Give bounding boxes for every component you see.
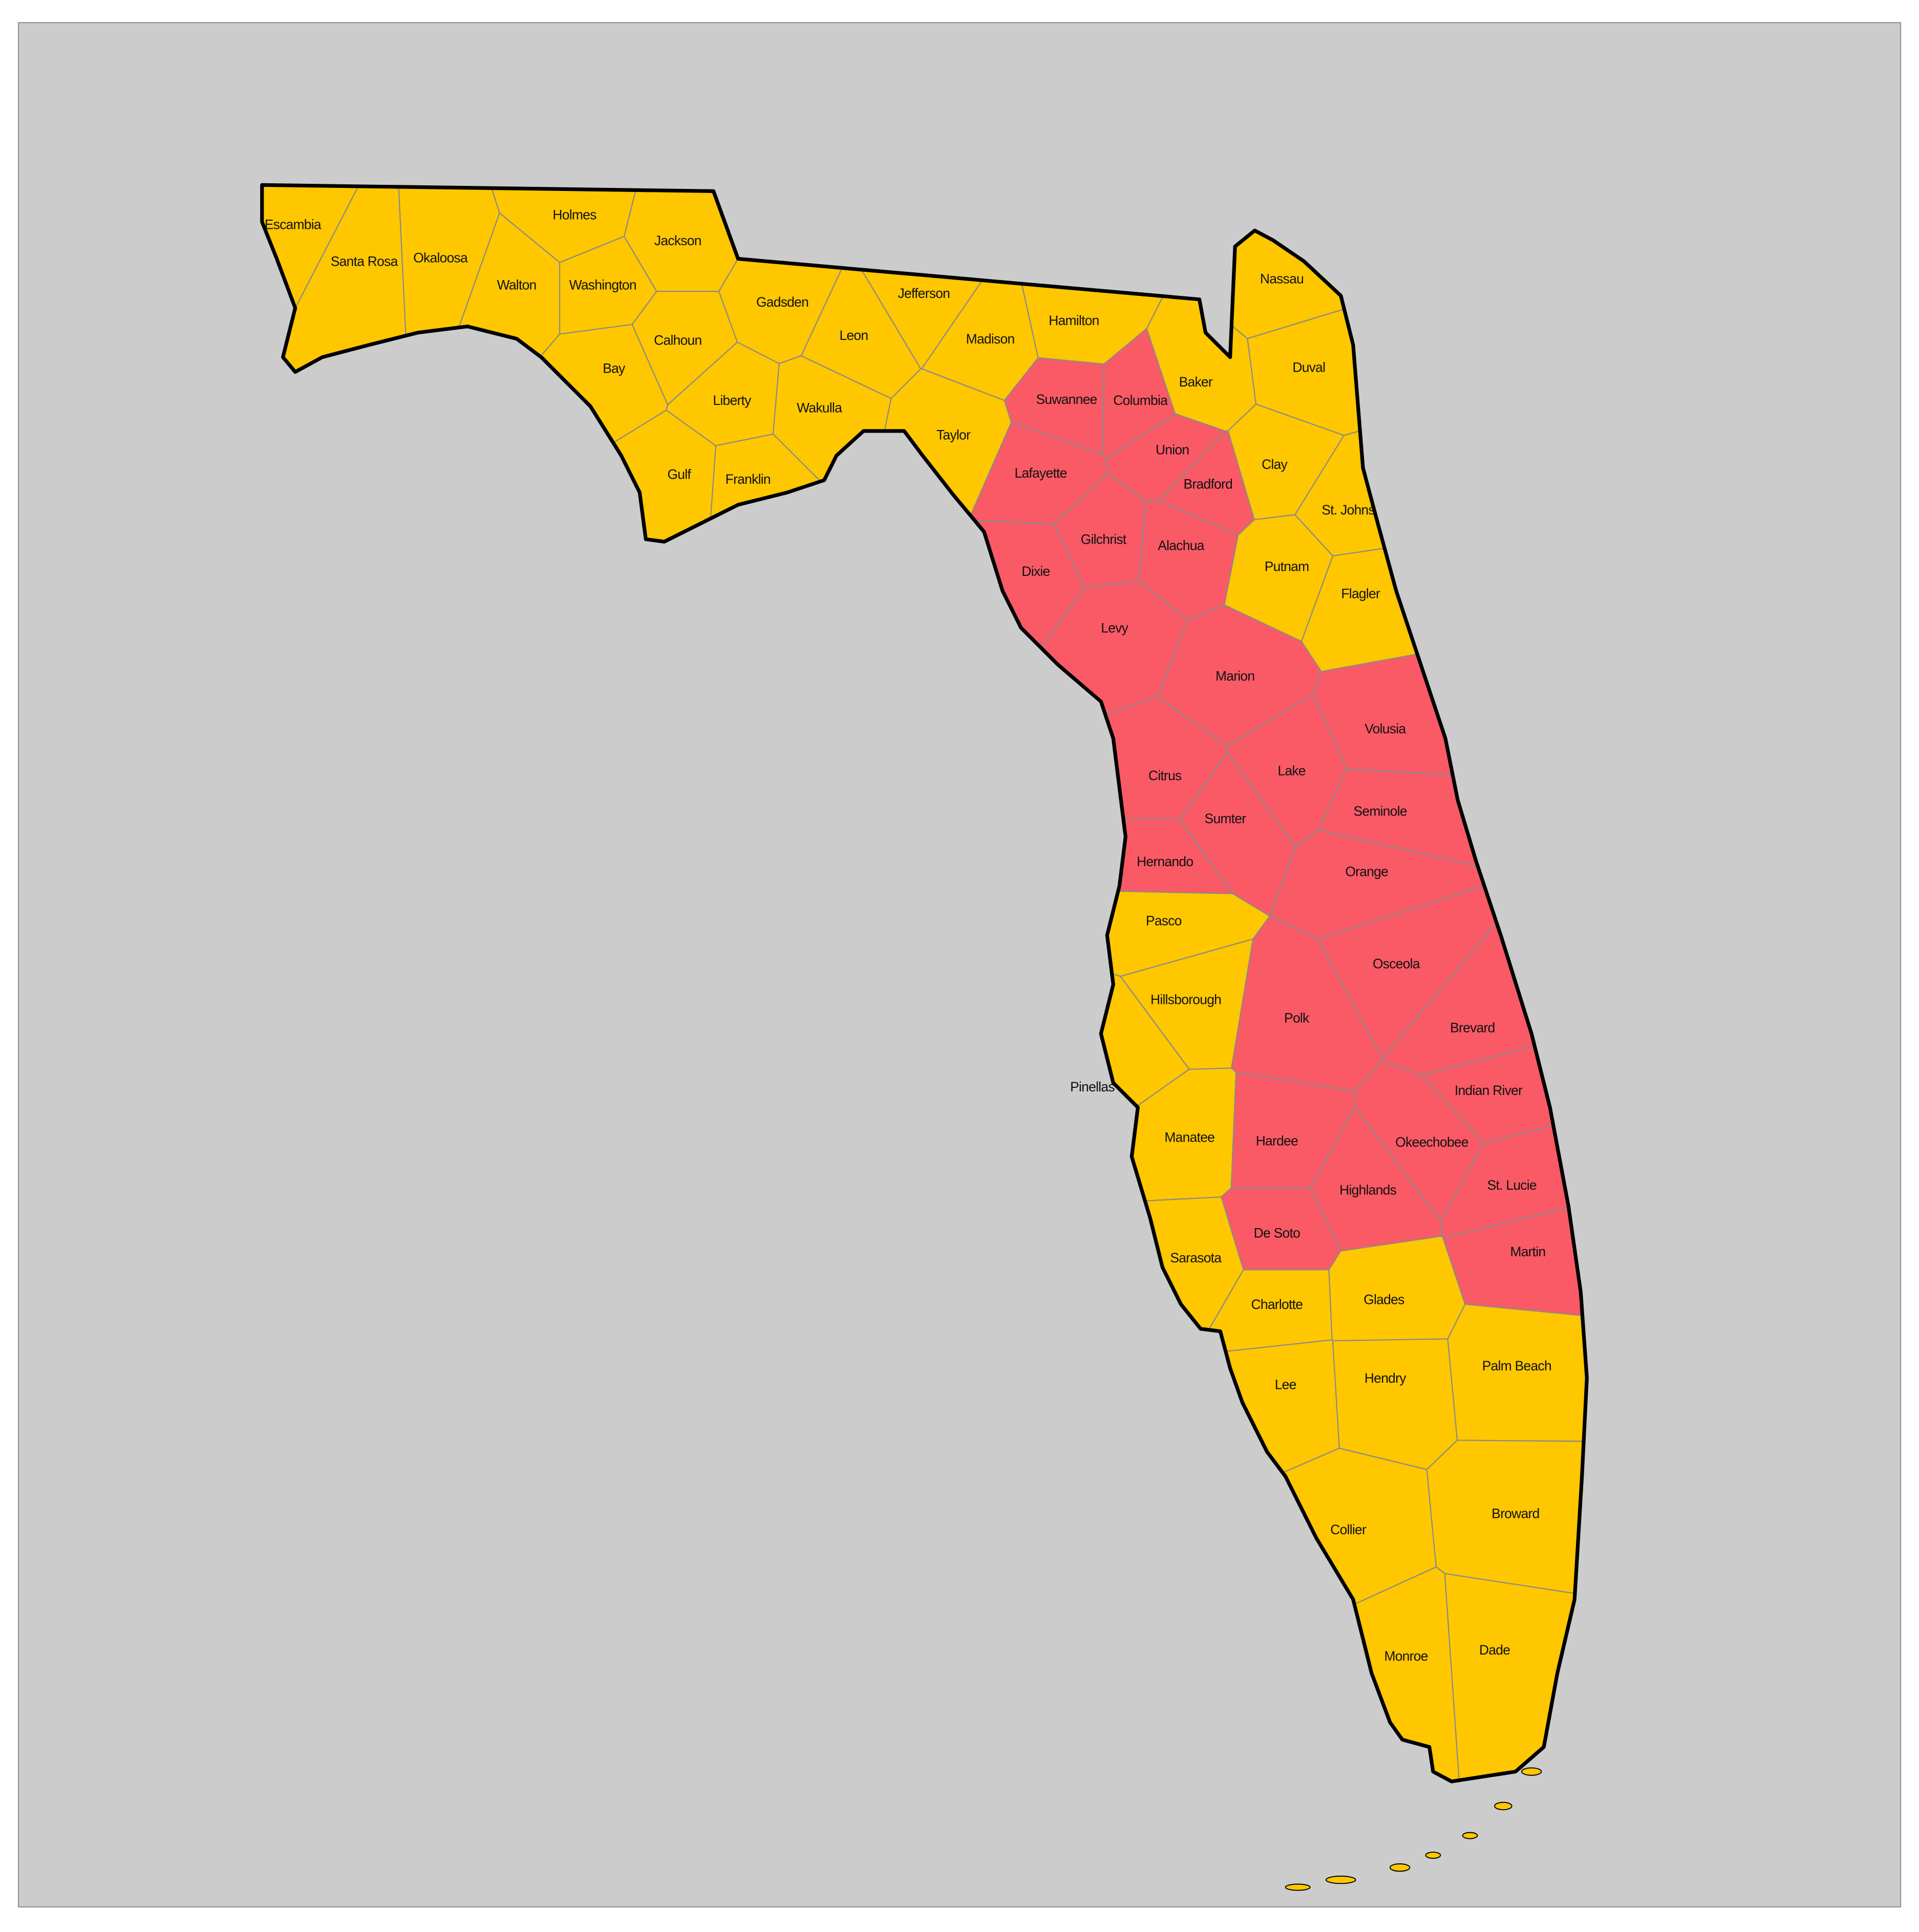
county-label: Jackson <box>654 233 701 248</box>
county-label: Orange <box>1345 864 1388 879</box>
island <box>1326 1875 1356 1884</box>
county-label: Lafayette <box>1014 465 1067 481</box>
county-label: Escambia <box>265 217 322 232</box>
county-label: Bay <box>603 361 626 376</box>
county-label: Highlands <box>1339 1183 1396 1198</box>
island <box>1462 1832 1478 1839</box>
county-label: Indian River <box>1455 1083 1523 1098</box>
island <box>1389 1863 1411 1872</box>
county-label: Gilchrist <box>1081 532 1127 547</box>
county-label: Polk <box>1284 1010 1310 1025</box>
county-label: Pinellas <box>1070 1079 1115 1094</box>
county-label: Dixie <box>1021 564 1050 579</box>
county-label: Leon <box>839 328 868 343</box>
county-label: Okeechobee <box>1395 1134 1468 1150</box>
county-label: Martin <box>1510 1244 1545 1259</box>
county-label: Clay <box>1262 457 1288 472</box>
county-label: Jefferson <box>898 286 950 301</box>
county-label: Holmes <box>552 207 596 222</box>
county-label: Flagler <box>1341 586 1380 601</box>
county-label: Washington <box>569 277 636 292</box>
county-label: Nassau <box>1260 271 1304 286</box>
county-label: Hamilton <box>1049 313 1099 328</box>
county-label: St. Lucie <box>1487 1177 1537 1193</box>
county-label: Broward <box>1491 1506 1539 1521</box>
island <box>1521 1767 1542 1776</box>
county-label: Columbia <box>1113 393 1168 408</box>
county-label: Hendry <box>1364 1370 1406 1386</box>
county-label: Putnam <box>1265 559 1309 574</box>
county-label: Lake <box>1277 763 1305 778</box>
county-label: Madison <box>966 331 1015 347</box>
county <box>1332 1338 1458 1470</box>
county-label: Hernando <box>1137 854 1193 869</box>
county-label: Gulf <box>667 466 691 482</box>
county-label: Gadsden <box>756 294 808 310</box>
county-label: Suwannee <box>1036 392 1097 407</box>
county-label: Franklin <box>726 471 771 487</box>
county-label: Dade <box>1479 1642 1510 1658</box>
county-label: Levy <box>1101 620 1128 636</box>
county-label: Citrus <box>1148 768 1182 783</box>
island <box>1425 1852 1441 1859</box>
county-label: Marion <box>1216 668 1254 683</box>
county-label: Taylor <box>936 427 971 442</box>
county-label: Charlotte <box>1251 1297 1303 1312</box>
county-label: Hardee <box>1256 1133 1298 1149</box>
county-label: Osceola <box>1373 956 1420 972</box>
island <box>1494 1801 1512 1811</box>
county-label: Calhoun <box>654 332 701 348</box>
county-label: Palm Beach <box>1482 1358 1551 1373</box>
county-labels: Escambia Santa Rosa Okaloosa Walton Holmes Wa… <box>265 207 1552 1664</box>
county-label: Seminole <box>1354 804 1407 819</box>
county-label: Glades <box>1363 1292 1404 1307</box>
county-label: Wakulla <box>797 400 842 416</box>
county-label: Sumter <box>1205 811 1247 826</box>
county-label: Pasco <box>1146 913 1182 928</box>
county-label: Manatee <box>1164 1129 1214 1145</box>
county-label: Sarasota <box>1170 1250 1222 1265</box>
county-label: Collier <box>1330 1522 1367 1537</box>
county-label: Hillsborough <box>1150 992 1221 1007</box>
county-label: Lee <box>1275 1377 1296 1392</box>
county-label: Alachua <box>1158 538 1204 553</box>
county <box>1328 1235 1466 1342</box>
county-label: Walton <box>497 277 537 292</box>
state-outline <box>260 183 1589 1784</box>
county-label: De Soto <box>1254 1226 1300 1241</box>
island <box>1285 1883 1311 1891</box>
keys <box>1285 1767 1542 1891</box>
county-label: Bradford <box>1184 477 1233 492</box>
county-label: Okaloosa <box>413 250 468 266</box>
county-label: Duval <box>1292 359 1325 375</box>
county-label: Volusia <box>1364 721 1406 737</box>
county-label: Santa Rosa <box>331 254 398 269</box>
county-label: Union <box>1156 442 1189 457</box>
county-label: Liberty <box>713 393 752 408</box>
county-label: St. Johns <box>1321 502 1375 518</box>
county-label: Brevard <box>1450 1020 1495 1036</box>
county-label: Monroe <box>1384 1648 1428 1664</box>
county-label: Baker <box>1179 374 1213 390</box>
